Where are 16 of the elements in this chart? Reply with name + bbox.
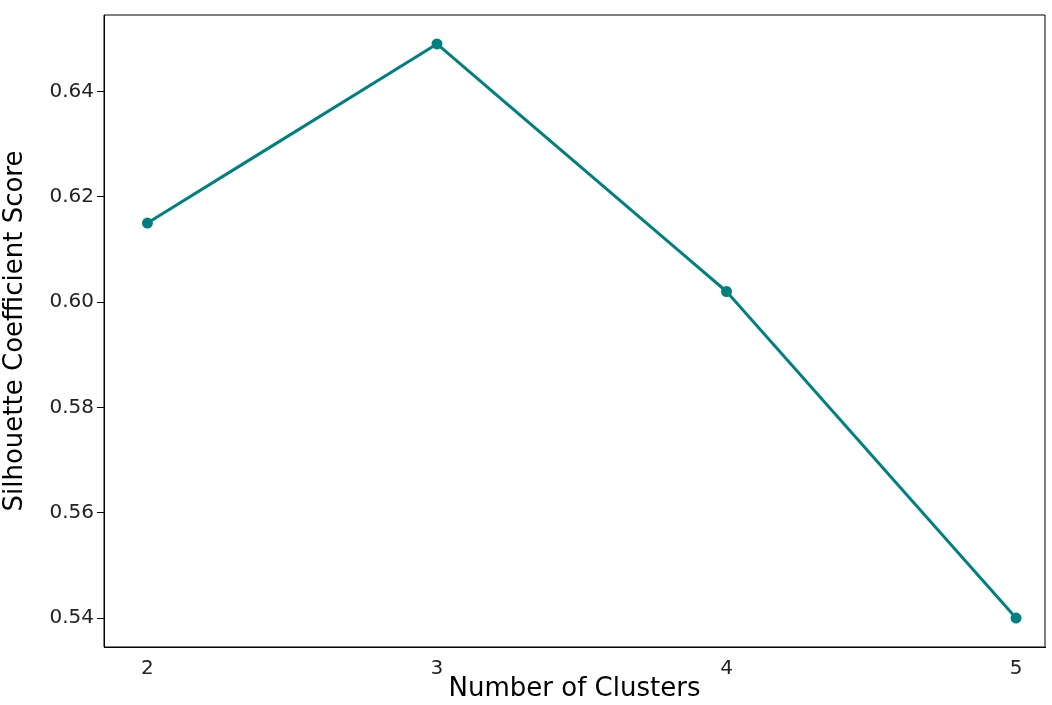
point [1010,612,1022,624]
point [721,286,733,297]
x-tick-label: 4 [720,655,733,680]
x-axis-title: Number of Clusters [448,672,701,703]
point [431,38,443,50]
x-tick-label: 2 [141,655,154,680]
x-tick-label: 5 [1009,655,1023,680]
y-axis-title: Silhouette Coefficient Score [0,150,29,512]
point [141,217,153,229]
y-tick-label: 0.60 [49,288,94,313]
y-tick-label: 0.56 [49,498,94,523]
y-tick-label: 0.62 [49,182,94,207]
y-tick-label: 0.64 [49,77,94,102]
y-tick-label: 0.54 [49,604,94,629]
x-tick-label: 3 [430,655,444,680]
y-tick-label: 0.58 [49,393,94,418]
